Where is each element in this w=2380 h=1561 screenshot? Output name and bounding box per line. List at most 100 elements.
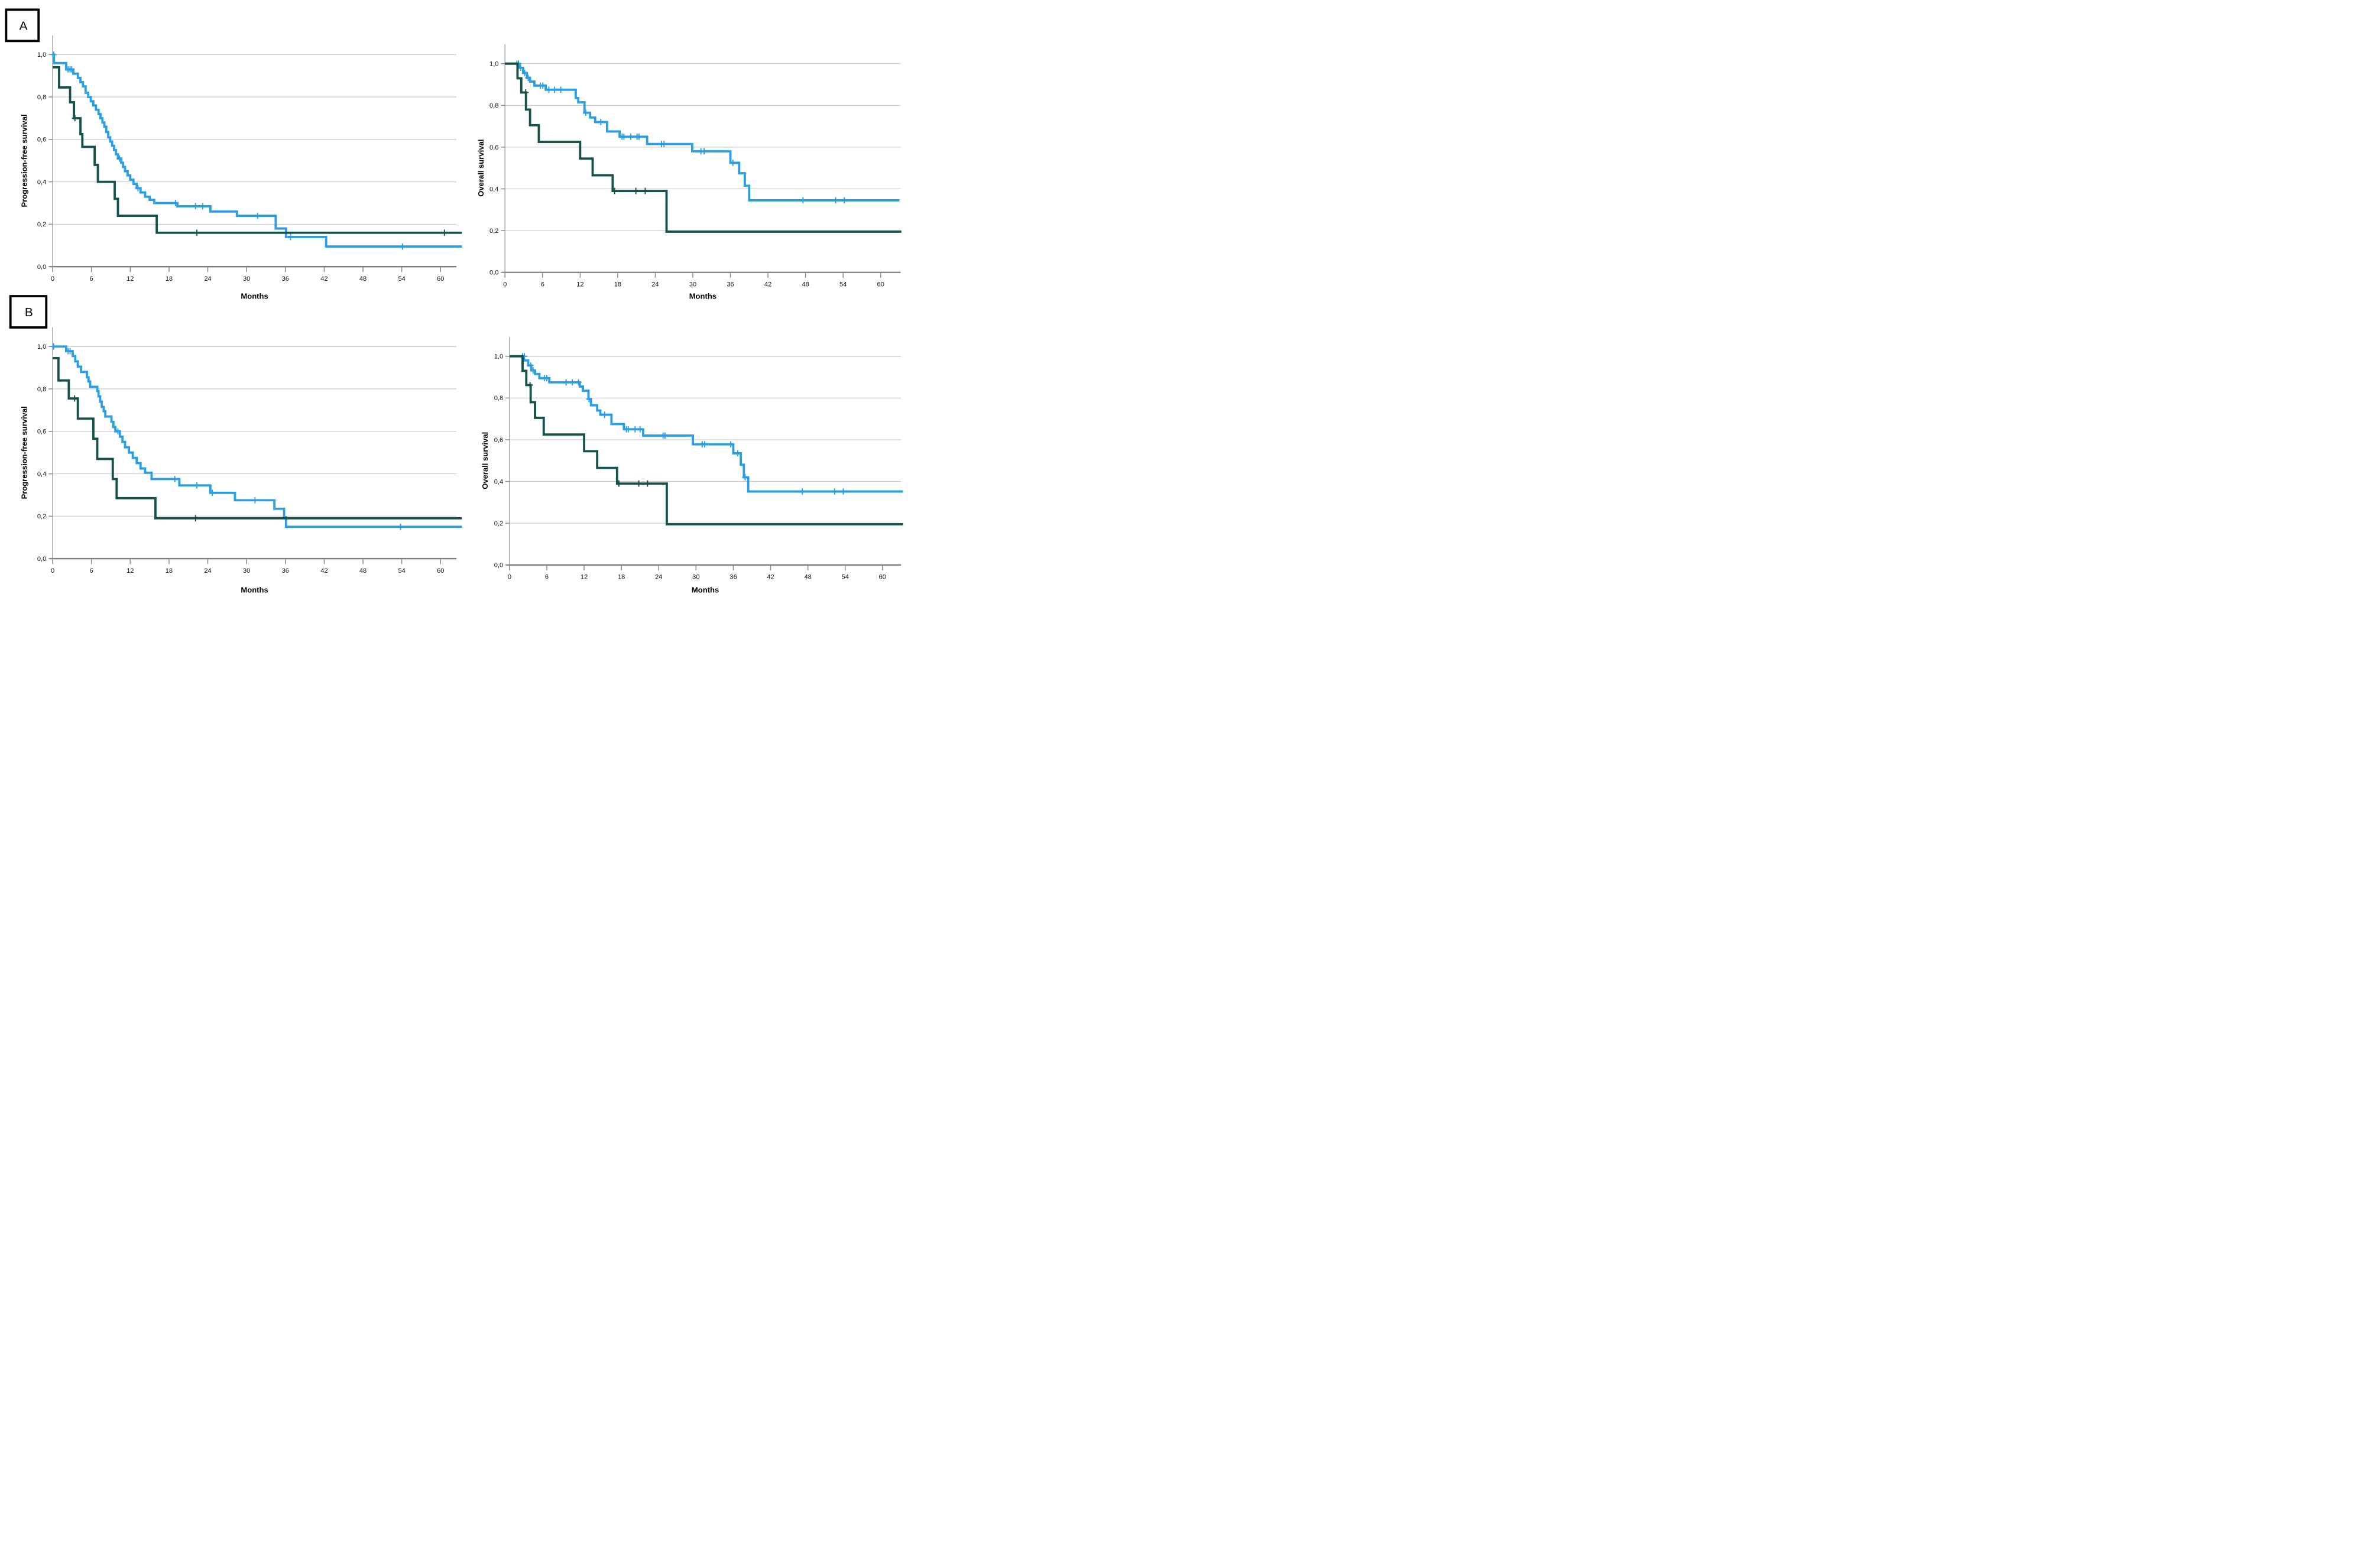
x-axis-title: Months bbox=[241, 291, 268, 300]
x-ticks: 0 6 12 18 24 30 36 42 48 54 60 bbox=[508, 565, 886, 581]
y-tick-label: 0,4 bbox=[494, 478, 503, 485]
x-tick-label: 48 bbox=[359, 275, 367, 283]
y-tick-label: 0,8 bbox=[37, 94, 46, 101]
y-axis-title: Overall survival bbox=[476, 139, 485, 197]
km-figure-svg: A B 0 6 12 18 24 30 36 42 48 54 600,00,20,40,60,81… bbox=[0, 0, 913, 599]
y-ticks: 0,0 0,2 0,4 0,6 0,8 1,0 bbox=[37, 51, 53, 271]
y-tick-label: 0,6 bbox=[37, 429, 46, 436]
y-tick-label: 0,4 bbox=[37, 179, 46, 186]
y-tick-label: 0,8 bbox=[494, 395, 503, 402]
x-tick-label: 60 bbox=[877, 281, 884, 288]
x-tick-label: 24 bbox=[655, 574, 662, 581]
x-ticks: 0 6 12 18 24 30 36 42 48 54 60 bbox=[51, 559, 444, 575]
plot-a-os-body: 0 6 12 18 24 30 36 42 48 54 60 0,0 0,2 0,4 0,6 0,8 1,0 bbox=[489, 44, 902, 288]
panel-a-letter: A bbox=[20, 20, 28, 33]
km-curve-group-green bbox=[53, 66, 462, 234]
x-tick-label: 6 bbox=[541, 281, 544, 288]
plot-b-pfs-body: 0 6 12 18 24 30 36 42 48 54 60 0,0 0,2 0,4 0,6 0,8 1,0 bbox=[37, 327, 462, 575]
figure-background bbox=[0, 0, 913, 599]
x-tick-label: 24 bbox=[204, 567, 211, 575]
x-tick-label: 54 bbox=[842, 574, 849, 581]
y-tick-label: 0,2 bbox=[489, 228, 498, 235]
panel-b-label-box: B bbox=[9, 295, 48, 329]
y-tick-label: 0,2 bbox=[494, 520, 503, 527]
y-tick-label: 0,8 bbox=[37, 386, 46, 393]
x-tick-label: 18 bbox=[166, 275, 173, 283]
x-tick-label: 12 bbox=[127, 567, 134, 575]
x-tick-label: 60 bbox=[437, 275, 444, 283]
x-tick-label: 0 bbox=[508, 574, 511, 581]
x-tick-label: 24 bbox=[651, 281, 659, 288]
y-axis-title: Progression-free survival bbox=[20, 114, 28, 207]
y-axis-title: Overall survival bbox=[481, 432, 489, 489]
censor-marks-group-green bbox=[527, 382, 651, 487]
km-curve-group-green bbox=[505, 62, 902, 233]
x-tick-label: 12 bbox=[127, 275, 134, 283]
km-figure: A B 0 6 12 18 24 30 36 42 48 54 60 0,0 0,2 0,4 0,6 0,8 1… bbox=[0, 0, 913, 599]
km-curve-group-green bbox=[53, 357, 462, 520]
y-tick-label: 0,6 bbox=[37, 137, 46, 144]
x-tick-label: 42 bbox=[767, 574, 774, 581]
x-tick-label: 6 bbox=[90, 567, 93, 575]
y-ticks: 0,0 0,2 0,4 0,6 0,8 1,0 bbox=[489, 61, 505, 277]
x-tick-label: 30 bbox=[689, 281, 696, 288]
x-tick-label: 12 bbox=[581, 574, 588, 581]
km-curve-group-green bbox=[509, 355, 903, 525]
x-axis-title: Months bbox=[689, 291, 716, 300]
y-tick-label: 0,6 bbox=[494, 437, 503, 444]
x-tick-label: 36 bbox=[282, 275, 289, 283]
plot-b-pfs: 0 6 12 18 24 30 36 42 48 54 60 0,0 0,2 0,4 0,6 0,8 1,0 P… bbox=[20, 327, 462, 595]
km-curve-group-blue bbox=[53, 345, 462, 528]
gridlines bbox=[53, 54, 457, 225]
x-tick-label: 54 bbox=[398, 275, 405, 283]
y-tick-label: 0,6 bbox=[489, 144, 498, 151]
x-tick-label: 36 bbox=[727, 281, 734, 288]
x-tick-label: 30 bbox=[243, 567, 250, 575]
x-ticks: 0 6 12 18 24 30 36 42 48 54 60 bbox=[503, 272, 884, 288]
plot-a-os: 0 6 12 18 24 30 36 42 48 54 60 0,0 0,2 0,4 0,6 0,8 1,0 O… bbox=[476, 44, 902, 300]
x-tick-label: 18 bbox=[618, 574, 625, 581]
x-tick-label: 54 bbox=[839, 281, 847, 288]
x-tick-label: 0 bbox=[51, 275, 54, 283]
y-axis-title: Progression-free survival bbox=[20, 406, 28, 499]
x-tick-label: 48 bbox=[802, 281, 809, 288]
x-tick-label: 48 bbox=[359, 567, 367, 575]
y-tick-label: 1,0 bbox=[37, 51, 46, 59]
y-tick-label: 0,4 bbox=[489, 186, 498, 193]
x-tick-label: 18 bbox=[614, 281, 621, 288]
x-tick-label: 12 bbox=[576, 281, 583, 288]
censor-marks-group-blue bbox=[50, 51, 406, 250]
y-tick-label: 0,2 bbox=[37, 513, 46, 520]
y-tick-label: 0,2 bbox=[37, 221, 46, 228]
x-axis-title: Months bbox=[241, 586, 268, 595]
censor-marks-group-green bbox=[523, 89, 648, 194]
censor-marks-group-blue bbox=[50, 343, 404, 530]
y-tick-label: 1,0 bbox=[494, 353, 503, 361]
plot-b-os-body: 0 6 12 18 24 30 36 42 48 54 60 0,0 0,2 0,4 0,6 0,8 1,0 bbox=[494, 337, 903, 581]
x-tick-label: 24 bbox=[204, 275, 211, 283]
x-tick-label: 60 bbox=[437, 567, 444, 575]
x-tick-label: 48 bbox=[804, 574, 811, 581]
x-tick-label: 0 bbox=[51, 567, 54, 575]
x-tick-label: 54 bbox=[398, 567, 405, 575]
x-tick-label: 36 bbox=[282, 567, 289, 575]
x-tick-label: 60 bbox=[879, 574, 886, 581]
x-tick-label: 36 bbox=[729, 574, 737, 581]
x-tick-label: 18 bbox=[166, 567, 173, 575]
y-tick-label: 0,4 bbox=[37, 470, 46, 478]
y-ticks: 0,0 0,2 0,4 0,6 0,8 1,0 bbox=[37, 343, 53, 563]
censor-marks-group-green bbox=[72, 115, 448, 236]
y-tick-label: 0,0 bbox=[494, 562, 503, 569]
panel-b-letter: B bbox=[25, 306, 33, 319]
y-tick-label: 1,0 bbox=[489, 61, 498, 68]
x-tick-label: 6 bbox=[545, 574, 549, 581]
plot-b-os: 0 6 12 18 24 30 36 42 48 54 60 0,0 0,2 0,4 0,6 0,8 1,0 O… bbox=[481, 337, 903, 595]
y-tick-label: 0,8 bbox=[489, 102, 498, 109]
x-tick-label: 42 bbox=[320, 275, 328, 283]
panel-a-label-box: A bbox=[5, 8, 40, 43]
plot-a-pfs-body: 0 6 12 18 24 30 36 42 48 54 60 0,0 0,2 0,4 0,6 0,8 1,0 bbox=[37, 35, 462, 283]
y-tick-label: 0,0 bbox=[489, 270, 498, 277]
y-tick-label: 1,0 bbox=[37, 343, 46, 351]
y-tick-label: 0,0 bbox=[37, 264, 46, 271]
x-tick-label: 6 bbox=[90, 275, 93, 283]
